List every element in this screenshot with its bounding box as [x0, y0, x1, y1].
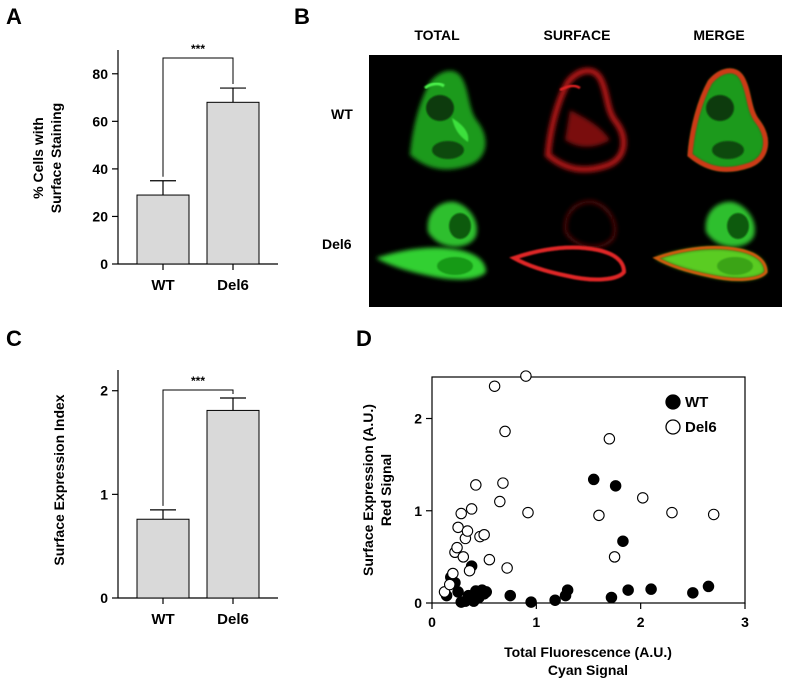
scatter-point-wt	[587, 473, 600, 486]
col-header-total: TOTAL	[414, 27, 460, 43]
panel-label-b: B	[294, 4, 310, 29]
panel-c-ylabel: Surface Expression Index	[51, 394, 67, 565]
legend-marker-wt	[665, 394, 681, 410]
panel-d-xtick-label: 2	[637, 614, 645, 630]
panel-label-a: A	[6, 4, 22, 29]
scatter-point-del6	[461, 525, 474, 537]
panel-d-xtick-label: 3	[741, 614, 749, 630]
panel-a-bar-chart: % Cells with Surface Staining 0 20 40 60 80 W…	[30, 42, 278, 294]
panel-label-d: D	[356, 326, 372, 351]
scatter-point-del6	[452, 521, 464, 534]
panel-d-xtick-label: 0	[428, 614, 436, 630]
panel-c-bar-chart: Surface Expression Index 0 1 2 WT Del6 ***	[51, 370, 278, 628]
scatter-point-wt	[609, 480, 622, 492]
panel-c-ytick-label: 1	[100, 486, 108, 502]
panel-a-ytick-label: 80	[92, 66, 108, 82]
scatter-point-del6	[447, 567, 459, 580]
scatter-point-del6	[463, 564, 476, 577]
scatter-point-del6	[457, 551, 470, 563]
panel-c-category-label: WT	[151, 611, 174, 628]
scatter-point-wt	[605, 591, 618, 604]
legend-label-wt: WT	[685, 394, 708, 411]
scatter-point-wt	[549, 594, 561, 606]
panel-d-plot-frame	[431, 376, 746, 604]
scatter-point-del6	[522, 506, 534, 519]
panel-d-ytick-label: 1	[414, 503, 422, 519]
panel-a-ylabel-line1: % Cells with	[30, 117, 46, 199]
panel-c-significance-bracket	[162, 389, 234, 506]
panel-a-category-label: WT	[151, 277, 174, 294]
scatter-point-del6	[637, 492, 649, 504]
row-label-wt: WT	[331, 106, 353, 122]
scatter-point-del6	[483, 553, 496, 566]
scatter-point-del6	[470, 479, 482, 491]
scatter-point-del6	[465, 503, 478, 515]
panel-a-ytick-label: 40	[92, 161, 108, 177]
panel-a-category-label: Del6	[217, 277, 249, 294]
panel-d-ylabel-line1: Surface Expression (A.U.)	[360, 404, 376, 576]
scatter-point-del6	[455, 507, 467, 520]
panel-d-xtick-label: 1	[532, 614, 540, 630]
panel-d-xlabel-line1: Total Fluorescence (A.U.)	[504, 644, 672, 660]
scatter-point-wt	[525, 596, 537, 608]
panel-a-bar-wt	[136, 194, 190, 265]
panel-a-ytick-label: 20	[92, 208, 108, 224]
scatter-point-wt	[452, 586, 464, 598]
panel-b-microscopy: TOTAL SURFACE MERGE WT Del6	[322, 27, 782, 307]
col-header-surface: SURFACE	[544, 27, 611, 43]
image-merge-del6	[652, 201, 768, 281]
panel-c-bar-wt	[136, 518, 190, 599]
scatter-point-wt	[622, 584, 634, 596]
scatter-point-del6	[478, 528, 490, 541]
panel-a-bar-del6	[206, 101, 260, 265]
panel-d-ylabel-line2: Red Signal	[378, 454, 394, 526]
panel-a-significance-bracket	[162, 57, 234, 177]
image-surface-wt	[544, 67, 627, 173]
scatter-point-del6	[443, 578, 456, 591]
panel-c-bar-del6	[206, 409, 260, 599]
scatter-point-wt	[702, 580, 715, 593]
panel-d-ytick-label: 2	[414, 411, 422, 427]
image-total-del6	[376, 201, 486, 280]
scatter-point-del6	[488, 380, 501, 392]
image-surface-del6	[509, 200, 627, 282]
panel-c-significance-label: ***	[191, 374, 205, 388]
panel-a-ytick-label: 60	[92, 113, 108, 129]
scatter-point-del6	[501, 562, 513, 574]
scatter-point-wt	[504, 589, 516, 602]
legend-marker-del6	[665, 419, 681, 435]
scatter-point-del6	[520, 370, 532, 382]
legend-label-del6: Del6	[685, 419, 717, 436]
image-total-wt	[410, 70, 486, 170]
row-label-del6: Del6	[322, 236, 352, 252]
scatter-point-wt	[687, 587, 699, 599]
scatter-point-del6	[666, 506, 678, 519]
scatter-point-del6	[451, 541, 463, 554]
panel-a-significance-label: ***	[191, 42, 205, 56]
panel-d-scatter: Surface Expression (A.U.) Red Signal Tot…	[360, 370, 749, 678]
panel-d-ytick-label: 0	[414, 595, 422, 611]
scatter-point-del6	[494, 495, 506, 508]
scatter-point-del6	[603, 433, 616, 445]
scatter-point-wt	[480, 586, 493, 598]
scatter-point-del6	[499, 425, 511, 438]
panel-a-ylabel-line2: Surface Staining	[48, 103, 64, 213]
scatter-point-del6	[707, 508, 720, 521]
scatter-point-wt	[561, 584, 574, 596]
panel-d-xlabel-line2: Cyan Signal	[548, 662, 628, 678]
scatter-point-del6	[497, 477, 509, 489]
panel-c-ytick-label: 0	[100, 590, 108, 606]
scatter-point-wt	[645, 583, 657, 595]
scatter-point-del6	[608, 551, 621, 563]
panel-c-category-label: Del6	[217, 611, 249, 628]
scatter-point-wt	[617, 535, 629, 547]
col-header-merge: MERGE	[693, 27, 744, 43]
panel-label-c: C	[6, 326, 22, 351]
panel-c-ytick-label: 2	[100, 383, 108, 399]
image-merge-wt	[687, 68, 768, 172]
scatter-point-del6	[593, 509, 605, 522]
panel-a-ytick-label: 0	[100, 256, 108, 272]
